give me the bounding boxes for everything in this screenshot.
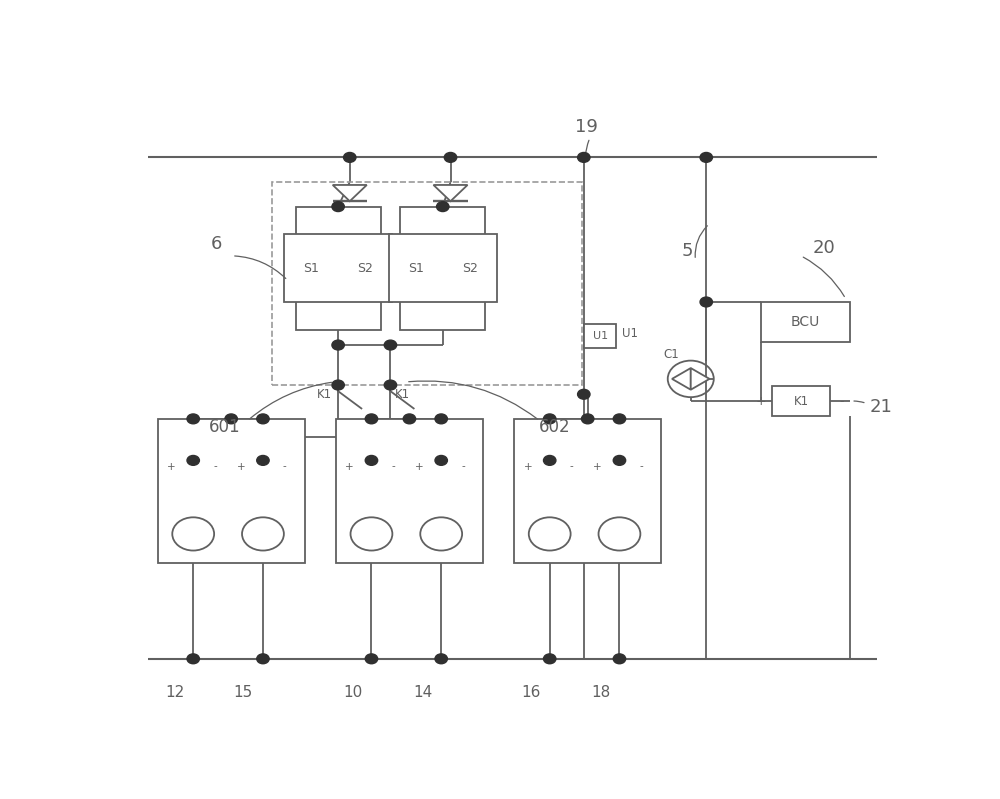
Bar (584, 324, 616, 348)
Circle shape (384, 340, 397, 350)
Text: C1: C1 (664, 348, 679, 361)
Polygon shape (691, 368, 710, 390)
Circle shape (444, 153, 457, 162)
Text: 6: 6 (211, 235, 222, 252)
Text: U1: U1 (593, 331, 608, 341)
Text: 19: 19 (575, 117, 598, 136)
Text: +: + (415, 462, 424, 471)
Circle shape (581, 414, 594, 423)
Bar (359, 471, 384, 503)
Circle shape (332, 380, 344, 390)
Bar (537, 471, 562, 503)
Polygon shape (672, 368, 691, 390)
Text: -: - (461, 462, 465, 471)
Text: K1: K1 (316, 388, 332, 401)
Text: S2: S2 (462, 261, 478, 275)
Text: U1: U1 (622, 328, 638, 340)
Bar (336, 419, 483, 563)
Circle shape (332, 201, 344, 212)
Circle shape (435, 654, 447, 664)
Bar (590, 460, 649, 556)
Circle shape (384, 380, 397, 390)
Bar (342, 460, 401, 556)
Polygon shape (433, 185, 468, 201)
Circle shape (435, 414, 447, 423)
Text: K1: K1 (395, 388, 410, 401)
Circle shape (225, 414, 237, 423)
Text: 5: 5 (682, 242, 693, 260)
Circle shape (613, 455, 626, 465)
Circle shape (435, 455, 447, 465)
Text: +: + (755, 395, 766, 407)
Bar (164, 460, 223, 556)
Text: 18: 18 (591, 686, 610, 700)
Text: +: + (345, 462, 354, 471)
Text: +: + (593, 462, 602, 471)
Circle shape (578, 153, 590, 162)
Text: 12: 12 (165, 686, 184, 700)
Bar (412, 460, 471, 556)
Circle shape (544, 414, 556, 423)
Circle shape (700, 297, 712, 307)
Text: -: - (283, 462, 287, 471)
Circle shape (578, 389, 590, 400)
Text: 20: 20 (813, 240, 835, 257)
Circle shape (257, 455, 269, 465)
Bar (234, 460, 292, 556)
Text: 15: 15 (233, 686, 252, 700)
Circle shape (544, 455, 556, 465)
Bar (400, 207, 485, 330)
Text: +: + (237, 462, 246, 471)
Text: -: - (840, 395, 844, 407)
Text: S1: S1 (408, 261, 424, 275)
Text: -: - (391, 462, 395, 471)
Circle shape (365, 455, 378, 465)
Bar (296, 207, 381, 330)
Text: 10: 10 (343, 686, 362, 700)
Text: 14: 14 (413, 686, 432, 700)
Text: BCU: BCU (790, 315, 820, 329)
Text: -: - (639, 462, 643, 471)
Circle shape (187, 654, 199, 664)
Text: -: - (570, 462, 573, 471)
Circle shape (365, 414, 378, 423)
Circle shape (365, 654, 378, 664)
Bar (761, 302, 850, 342)
Circle shape (700, 153, 712, 162)
Circle shape (187, 455, 199, 465)
Bar (158, 419, 305, 563)
Circle shape (257, 414, 269, 423)
Text: 602: 602 (539, 418, 571, 436)
Text: +: + (524, 462, 532, 471)
Text: S1: S1 (303, 261, 319, 275)
Text: +: + (167, 462, 176, 471)
Circle shape (187, 414, 199, 423)
Text: -: - (213, 462, 217, 471)
Text: 21: 21 (869, 398, 892, 415)
Text: 16: 16 (521, 686, 541, 700)
Bar (607, 471, 632, 503)
Polygon shape (333, 185, 367, 201)
Circle shape (544, 654, 556, 664)
Circle shape (613, 414, 626, 423)
Circle shape (437, 201, 449, 212)
Bar (388, 234, 497, 302)
Circle shape (403, 414, 416, 423)
Text: 601: 601 (208, 418, 240, 436)
Bar (181, 471, 206, 503)
Circle shape (257, 654, 269, 664)
Text: K1: K1 (794, 395, 809, 407)
Bar (514, 419, 661, 563)
Text: S2: S2 (357, 261, 373, 275)
Bar (251, 471, 275, 503)
Bar (272, 182, 582, 385)
Bar (284, 234, 392, 302)
Bar (520, 460, 579, 556)
Circle shape (613, 654, 626, 664)
Bar (772, 386, 830, 415)
Circle shape (332, 340, 344, 350)
Circle shape (344, 153, 356, 162)
Bar (429, 471, 454, 503)
